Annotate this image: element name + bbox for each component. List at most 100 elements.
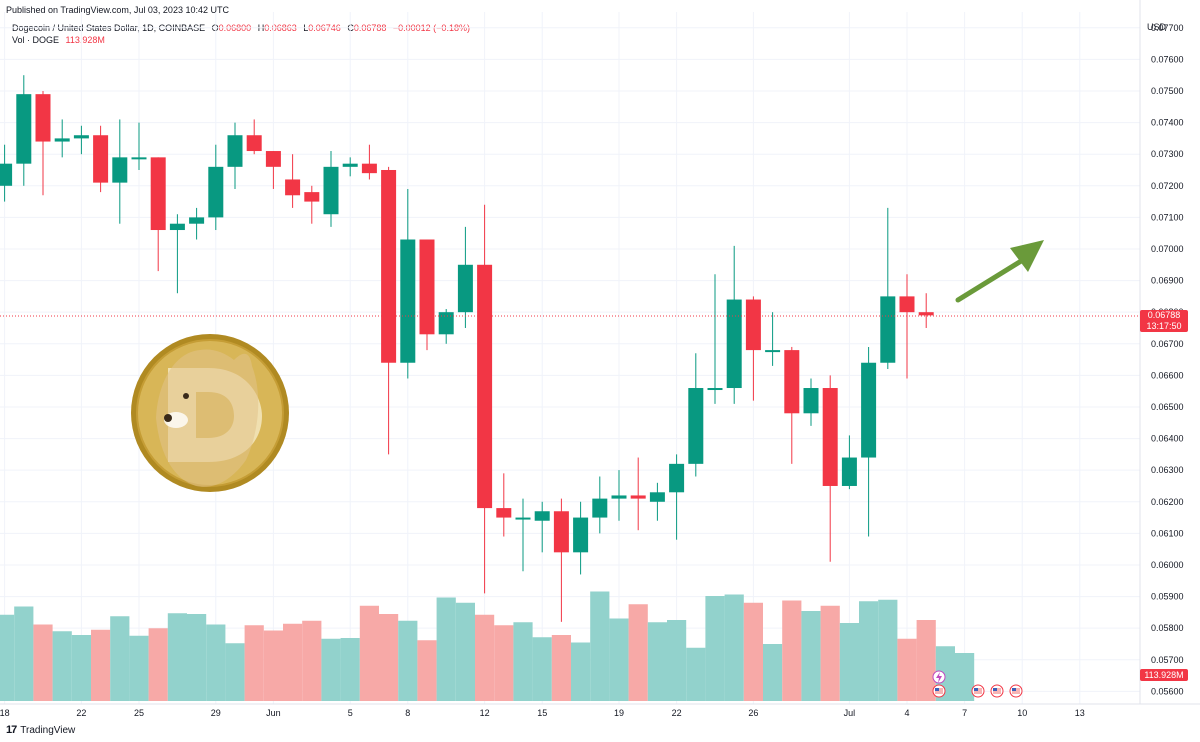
y-tick-label: 0.05900 — [1151, 592, 1184, 602]
volume-bar — [148, 628, 168, 701]
currency-label: USD — [1147, 22, 1167, 32]
candle-body — [265, 151, 281, 167]
volume-bar — [897, 638, 917, 701]
candle-body — [169, 223, 185, 231]
x-tick-label: 18 — [0, 708, 10, 718]
candle-body — [880, 296, 896, 363]
candle-body — [381, 169, 397, 363]
doge-coin-logo — [131, 334, 289, 492]
candle-body — [54, 138, 70, 142]
x-tick-label: 10 — [1017, 708, 1027, 718]
candle-body — [496, 508, 512, 518]
volume-bar — [628, 604, 648, 701]
price-axis[interactable]: 0.07700 0.07600 0.07500 0.07400 0.07300 0.072… — [1151, 23, 1184, 697]
candle-body — [592, 498, 608, 518]
volume-bar — [379, 614, 399, 701]
grid — [0, 0, 1200, 705]
volume-bar — [91, 629, 111, 701]
candle-body — [841, 457, 857, 486]
x-tick-label: 29 — [211, 708, 221, 718]
arrow-head — [1010, 240, 1044, 272]
volume-bar — [667, 620, 687, 701]
volume-bar — [14, 606, 34, 701]
last-price-tag: 0.06788 13:17:50 — [1140, 309, 1188, 332]
candle-body — [861, 362, 877, 458]
tradingview-mark-icon: 17 — [6, 724, 17, 736]
volume-bar — [782, 600, 802, 701]
doge-nose — [164, 414, 172, 422]
candle-body — [246, 135, 262, 152]
us-flag-canton — [1012, 688, 1016, 691]
last-price-value: 0.06788 — [1147, 309, 1181, 320]
volume-bar — [302, 620, 322, 701]
volume-bar — [340, 638, 360, 701]
us-flag-canton — [993, 688, 997, 691]
candle-body — [669, 463, 685, 493]
volume-bar — [513, 622, 533, 701]
volume-bar — [244, 625, 264, 701]
volume-bar — [801, 611, 821, 701]
green-arrow-up-icon — [955, 240, 1044, 303]
candle-body — [611, 495, 627, 499]
candle-body — [323, 166, 339, 215]
x-tick-label: 7 — [962, 708, 967, 718]
y-tick-label: 0.07400 — [1151, 118, 1184, 128]
volume-bar — [398, 620, 418, 701]
doge-eye — [183, 393, 189, 399]
volume-bar — [0, 614, 15, 701]
candle-body — [707, 388, 723, 391]
candle-body — [400, 239, 416, 363]
volume-row: Vol · DOGE 113.928M — [12, 34, 470, 46]
volume-bar — [743, 602, 763, 701]
x-tick-label: 22 — [672, 708, 682, 718]
volume-bar — [820, 605, 840, 701]
candle-body — [361, 163, 377, 174]
candle-body — [803, 388, 819, 414]
y-tick-label: 0.06000 — [1151, 560, 1184, 570]
candle-body — [745, 299, 761, 351]
x-tick-label: 13 — [1075, 708, 1085, 718]
candle-body — [131, 157, 147, 160]
y-tick-label: 0.07100 — [1151, 212, 1184, 222]
volume-bar — [724, 594, 744, 701]
volume-bar — [859, 601, 879, 701]
candle-body — [630, 495, 646, 499]
volume-bar — [916, 620, 936, 701]
candle-body — [899, 296, 915, 313]
volume-bar — [590, 591, 610, 701]
volume-bar — [417, 640, 437, 701]
volume-bar — [71, 635, 91, 701]
volume-bar — [532, 637, 552, 701]
y-tick-label: 0.06700 — [1151, 339, 1184, 349]
time-axis[interactable]: 18 22 25 29 Jun 5 8 12 15 19 22 26 Jul 4 7 10 13 — [0, 708, 1085, 718]
candle-body — [822, 388, 838, 486]
candle-body — [457, 264, 473, 313]
candle-body — [438, 312, 454, 335]
volume-tag: 113.928M — [1140, 669, 1188, 681]
y-tick-label: 0.07000 — [1151, 244, 1184, 254]
volume-bar — [321, 638, 341, 701]
tradingview-brand: TradingView — [20, 724, 76, 736]
event-icons[interactable] — [932, 670, 1023, 698]
y-tick-label: 0.06100 — [1151, 528, 1184, 538]
y-tick-label: 0.07200 — [1151, 181, 1184, 191]
x-tick-label: 12 — [480, 708, 490, 718]
candle-body — [918, 312, 934, 316]
volume-bar — [609, 618, 629, 701]
candle-body — [765, 350, 781, 353]
volume-bar — [283, 623, 303, 701]
tradingview-logo[interactable]: 17 TradingView — [6, 724, 75, 736]
candle-body — [227, 135, 243, 167]
volume-value: 113.928M — [65, 35, 105, 45]
volume-bar — [647, 622, 667, 701]
volume-bar — [455, 602, 475, 701]
us-flag-canton — [935, 688, 939, 691]
candle-body — [784, 350, 800, 414]
volume-bar — [839, 623, 859, 701]
candle-body — [35, 94, 51, 142]
volume-bar — [705, 596, 725, 701]
volume-bar — [571, 642, 591, 701]
candle-body — [553, 511, 569, 553]
candle-body — [93, 135, 109, 183]
